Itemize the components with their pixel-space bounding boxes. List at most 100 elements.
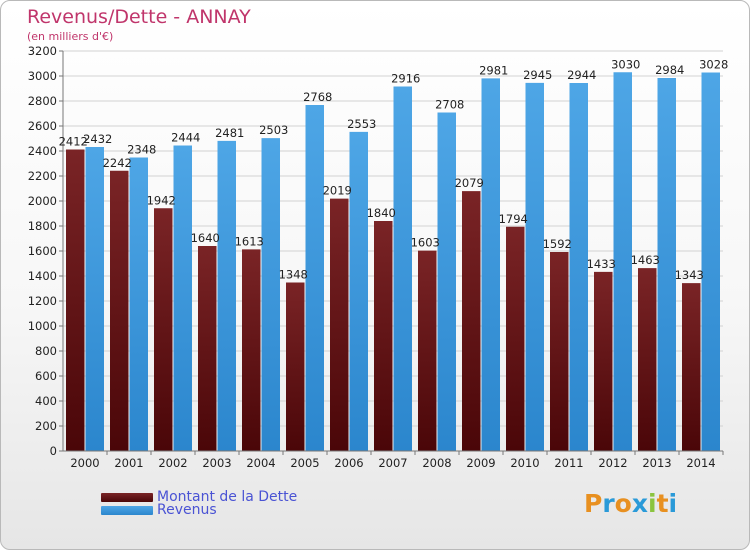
x-tick-label: 2003 [202,456,231,470]
logo-letter: o [614,489,632,518]
value-label-revenue: 2553 [347,117,376,131]
bar-debt [66,149,85,451]
bar-debt [330,198,349,451]
bar-debt [154,208,173,451]
x-tick-label: 2001 [114,456,143,470]
y-tick-label: 200 [35,419,57,433]
value-label-revenue: 2768 [303,90,332,104]
value-label-debt: 1463 [631,253,660,267]
legend-label-debt: Montant de la Dette [157,489,298,505]
bar-revenue [261,138,280,451]
y-tick-label: 1600 [28,244,57,258]
value-label-debt: 1592 [543,237,572,251]
bar-debt [682,283,701,451]
bar-debt [506,226,525,451]
x-tick-label: 2002 [158,456,187,470]
bar-debt [418,250,437,451]
y-tick-label: 800 [35,344,57,358]
bar-debt [242,249,261,451]
logo-letter: i [668,489,678,518]
y-tick-label: 3000 [28,69,57,83]
logo-letter: t [656,489,669,518]
x-tick-label: 2005 [290,456,319,470]
legend-swatch-debt [101,492,153,502]
value-label-debt: 1433 [587,257,616,271]
y-tick-label: 2000 [28,194,57,208]
value-label-revenue: 2708 [435,98,464,112]
y-tick-label: 0 [50,444,57,458]
y-tick-label: 600 [35,369,57,383]
value-label-debt: 2242 [103,156,132,170]
x-tick-label: 2006 [334,456,363,470]
y-tick-label: 3200 [28,44,57,58]
bar-debt [462,191,481,451]
bar-revenue [613,72,632,451]
bar-debt [638,268,657,451]
chart-title: Revenus/Dette - ANNAY [27,6,251,28]
bar-revenue [437,112,456,451]
y-tick-label: 400 [35,394,57,408]
bar-revenue [129,157,148,451]
legend-label-revenue: Revenus [157,502,217,518]
x-tick-label: 2009 [466,456,495,470]
bar-revenue [569,83,588,451]
bar-revenue [481,78,500,451]
y-tick-label: 2400 [28,144,57,158]
bar-debt [550,252,569,451]
value-label-debt: 2412 [59,135,88,149]
value-label-debt: 2079 [455,176,484,190]
y-tick-label: 1200 [28,294,57,308]
value-label-debt: 1640 [191,231,220,245]
value-label-debt: 1840 [367,206,396,220]
bar-debt [594,271,613,451]
y-tick-label: 2800 [28,94,57,108]
logo-letter: r [602,489,615,518]
legend-item-debt: Montant de la Dette [101,489,297,505]
logo-letter: x [631,489,648,518]
value-label-revenue: 2984 [655,63,684,77]
value-label-debt: 1343 [675,268,704,282]
bar-revenue [85,147,104,451]
value-label-revenue: 2916 [391,72,420,86]
logo-letter: P [584,489,603,518]
bar-revenue [217,140,236,451]
x-tick-label: 2012 [598,456,627,470]
x-tick-label: 2013 [642,456,671,470]
value-label-debt: 1603 [411,236,440,250]
bar-revenue [173,145,192,451]
x-tick-label: 2004 [246,456,275,470]
bar-revenue [393,86,412,451]
bar-debt [286,282,305,451]
value-label-revenue: 2945 [523,68,552,82]
value-label-debt: 2019 [323,184,352,198]
x-tick-label: 2010 [510,456,539,470]
x-tick-label: 2000 [70,456,99,470]
value-label-revenue: 2981 [479,63,508,77]
bar-revenue [349,131,368,451]
legend-item-revenue: Revenus [101,502,217,518]
y-tick-label: 2200 [28,169,57,183]
chart-subtitle: (en milliers d'€) [27,30,114,43]
bar-revenue [305,105,324,451]
x-tick-label: 2008 [422,456,451,470]
value-label-revenue: 2503 [259,123,288,137]
x-tick-label: 2007 [378,456,407,470]
legend-swatch-revenue [101,505,153,515]
value-label-revenue: 3028 [699,58,728,72]
value-label-debt: 1942 [147,193,176,207]
bar-revenue [525,82,544,451]
axes: 0 200 400 600 800 1000 1200 1400 1600 1800 2000 220… [28,44,724,470]
logo-letter: i [648,489,657,518]
bar-debt [110,170,129,451]
x-tick-label: 2014 [686,456,715,470]
value-label-debt: 1348 [279,268,308,282]
bar-revenue [657,78,676,451]
grid-lines [63,50,723,452]
bar-debt [374,221,393,451]
value-label-revenue: 2944 [567,68,596,82]
x-tick-label: 2011 [554,456,583,470]
y-tick-label: 1400 [28,269,57,283]
